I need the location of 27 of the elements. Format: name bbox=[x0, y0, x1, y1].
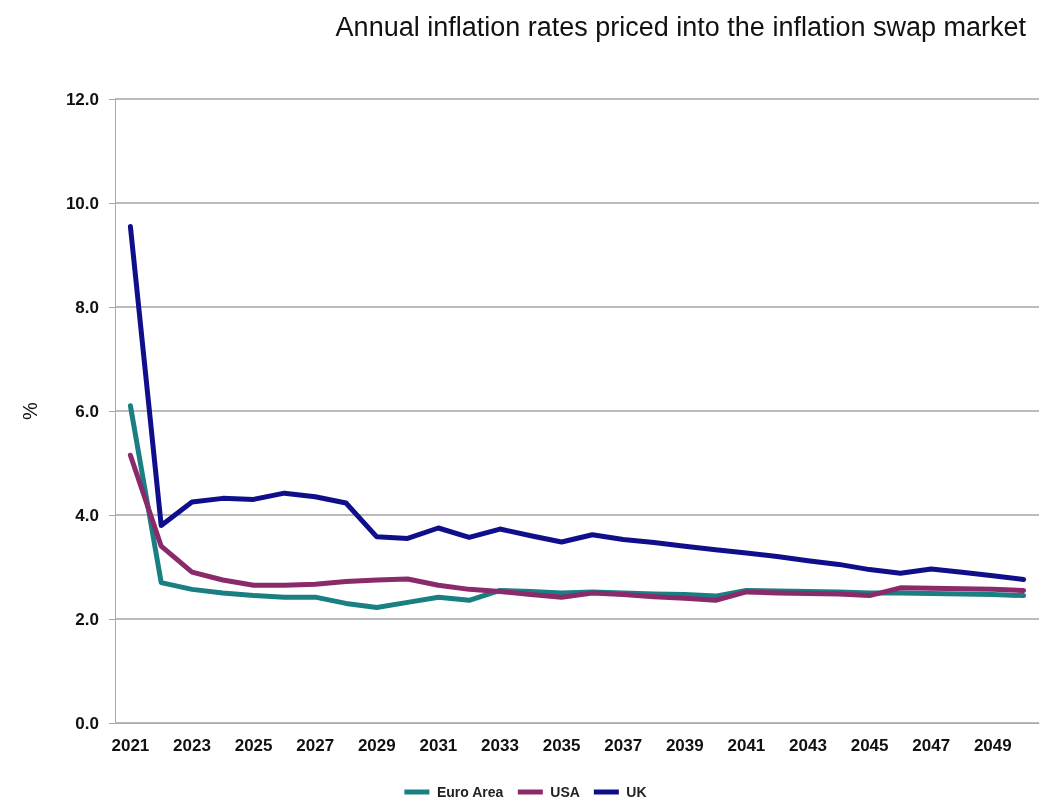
x-tick-label: 2037 bbox=[604, 736, 643, 755]
x-tick-label: 2023 bbox=[173, 736, 211, 755]
x-tick-label: 2045 bbox=[850, 736, 889, 755]
legend-label: USA bbox=[550, 784, 580, 800]
x-tick-label: 2043 bbox=[789, 736, 827, 755]
legend-label: UK bbox=[626, 784, 647, 800]
legend-label: Euro Area bbox=[436, 784, 504, 800]
x-tick-label: 2041 bbox=[727, 736, 766, 755]
x-tick-label: 2025 bbox=[234, 736, 273, 755]
x-tick-label: 2033 bbox=[481, 736, 519, 755]
y-axis-title: % bbox=[19, 401, 41, 420]
x-tick-label: 2031 bbox=[419, 736, 458, 755]
y-tick-label: 6.0 bbox=[75, 401, 99, 421]
x-tick-label: 2039 bbox=[665, 736, 704, 755]
x-tick-label: 2047 bbox=[912, 736, 951, 755]
x-tick-label: 2029 bbox=[357, 736, 396, 755]
x-tick-label: 2027 bbox=[296, 736, 335, 755]
y-tick-label: 0.0 bbox=[75, 713, 99, 733]
y-tick-label: 8.0 bbox=[75, 297, 99, 317]
x-tick-label: 2035 bbox=[542, 736, 581, 755]
y-tick-label: 2.0 bbox=[75, 609, 99, 629]
chart-title: Annual inflation rates priced into the inflation swap market bbox=[335, 11, 1027, 42]
x-tick-label: 2049 bbox=[973, 736, 1012, 755]
y-tick-label: 12.0 bbox=[65, 89, 99, 109]
y-tick-label: 4.0 bbox=[75, 505, 99, 525]
x-tick-label: 2021 bbox=[111, 736, 150, 755]
y-tick-label: 10.0 bbox=[65, 193, 99, 213]
